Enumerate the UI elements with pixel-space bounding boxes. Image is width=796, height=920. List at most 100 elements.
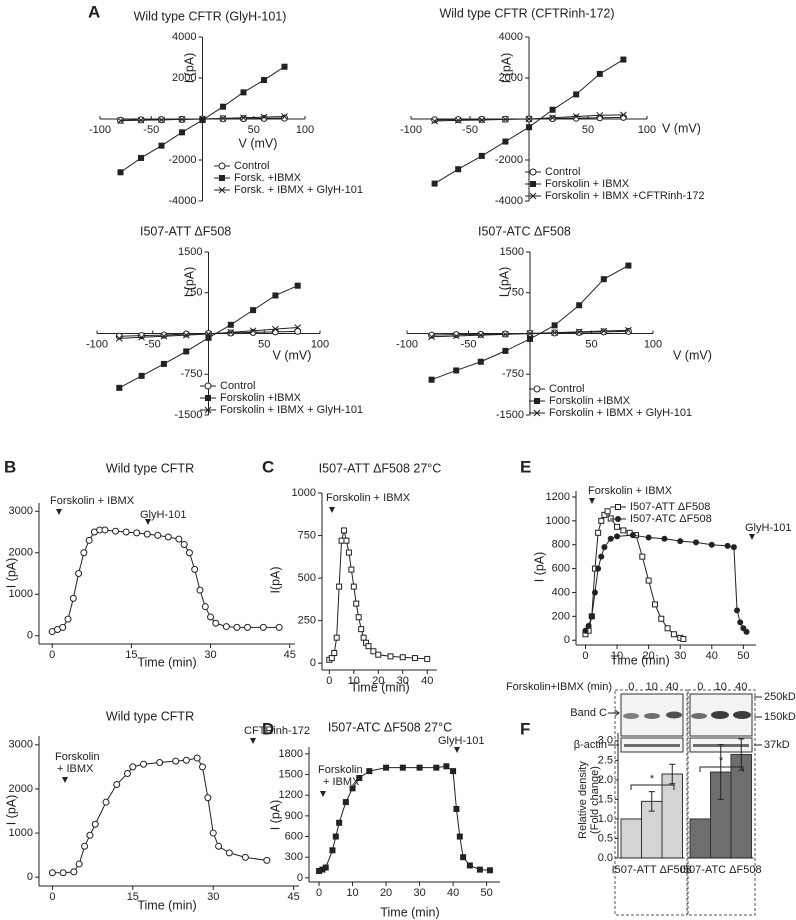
marker <box>116 384 123 391</box>
lane-label: 40 <box>666 681 678 693</box>
marker <box>724 542 731 549</box>
legend-label: Forsk. +IBMX <box>234 172 302 184</box>
y-tick-label: 0 <box>297 872 303 884</box>
y-tick-label: -1500 <box>496 409 524 421</box>
legend-label: I507-ATC ΔF508 <box>630 513 712 525</box>
marker <box>549 115 557 123</box>
chart-title: Wild type CFTR (GlyH-101) <box>134 9 287 23</box>
marker <box>191 565 199 573</box>
chart: 0.0 0.5 1.0 1.5 2.0 2.5 3.0 Relative density (Fo… <box>506 681 796 876</box>
y-axis-label: (Fold change) <box>589 766 601 834</box>
marker <box>502 116 509 123</box>
chart-title: I507-ATT ΔF508 27°C <box>319 461 442 475</box>
y-axis-label: I(pA) <box>268 566 282 593</box>
chart-title: Wild type CFTR <box>106 709 194 723</box>
legend-label: Forsk. + IBMX + GlyH-101 <box>234 184 363 196</box>
marker <box>275 623 283 631</box>
x-tick-label: 40 <box>706 650 718 662</box>
y-tick-label: 1500 <box>178 246 202 258</box>
y-axis-label: Relative density <box>577 761 589 839</box>
x-axis-label: Time (min) <box>137 898 196 912</box>
x-tick-label: 10 <box>346 887 358 899</box>
size-marker: 250kD <box>764 691 796 703</box>
marker <box>160 360 167 367</box>
chart-title: I507-ATC ΔF508 <box>478 224 571 238</box>
marker <box>281 113 288 120</box>
marker <box>477 358 484 365</box>
x-tick-label: -50 <box>462 124 478 136</box>
marker <box>182 330 190 338</box>
marker <box>182 756 190 764</box>
marker <box>179 129 185 136</box>
marker <box>178 116 186 123</box>
marker <box>348 566 355 573</box>
y-tick-label: 3000 <box>9 739 33 751</box>
y-tick-label: -2000 <box>495 154 523 166</box>
marker <box>204 406 212 414</box>
x-tick-label: 0 <box>49 891 55 903</box>
marker <box>215 842 223 850</box>
x-tick-label: -50 <box>145 338 161 350</box>
arrow <box>329 507 335 513</box>
marker <box>115 332 123 340</box>
x-tick-label: -100 <box>396 338 418 350</box>
legend-label: Forskolin + IBMX + GlyH-101 <box>549 407 692 419</box>
marker <box>101 526 109 534</box>
marker <box>645 534 652 541</box>
lane-label: 0 <box>628 681 634 693</box>
y-tick-label: -750 <box>502 368 524 380</box>
marker <box>680 636 687 643</box>
marker <box>86 831 94 839</box>
marker <box>620 56 627 63</box>
x-tick-label: 30 <box>413 887 425 899</box>
error-bar <box>669 763 676 785</box>
y-tick-label: -2000 <box>168 154 196 166</box>
bar <box>620 818 642 859</box>
blot-label: β-actin <box>574 739 607 751</box>
lane-label: 40 <box>735 681 747 693</box>
y-axis-label: I (pA) <box>497 267 511 298</box>
chart: -100 -50 50 100 -4000 -2000 2000 4000 Wild type … <box>400 6 705 207</box>
marker <box>639 553 646 560</box>
marker <box>453 367 460 374</box>
marker <box>261 77 267 84</box>
marker <box>316 867 323 874</box>
marker <box>336 583 343 590</box>
marker <box>730 544 737 551</box>
marker <box>591 589 598 596</box>
marker <box>227 329 235 336</box>
marker <box>48 869 56 877</box>
x-tick-label: 30 <box>397 675 409 687</box>
marker <box>549 106 556 113</box>
marker <box>582 627 589 634</box>
size-marker: 150kD <box>764 711 796 723</box>
x-tick-label: 100 <box>638 124 656 136</box>
marker <box>331 649 338 656</box>
y-tick-label: 250 <box>298 615 316 627</box>
marker <box>614 533 621 540</box>
legend-label: Control <box>220 380 255 392</box>
marker <box>614 523 621 530</box>
marker <box>322 864 329 871</box>
marker <box>241 853 249 861</box>
marker <box>360 634 367 641</box>
blot-label: Band C <box>570 707 607 719</box>
x-tick-label: 15 <box>127 891 139 903</box>
marker <box>551 329 558 337</box>
marker <box>240 115 247 123</box>
y-tick-label: 0 <box>27 630 33 642</box>
marker <box>595 565 602 572</box>
chart-title: Wild type CFTR <box>106 461 194 475</box>
marker <box>336 819 343 826</box>
marker <box>366 768 373 775</box>
marker <box>193 754 201 762</box>
arrow <box>62 777 68 783</box>
marker <box>572 113 580 120</box>
marker <box>59 623 67 631</box>
marker <box>651 601 658 608</box>
y-axis-label: I (pA) <box>182 53 196 84</box>
marker <box>743 628 750 635</box>
marker <box>573 91 580 98</box>
marker <box>358 626 365 633</box>
group-box <box>687 689 756 916</box>
